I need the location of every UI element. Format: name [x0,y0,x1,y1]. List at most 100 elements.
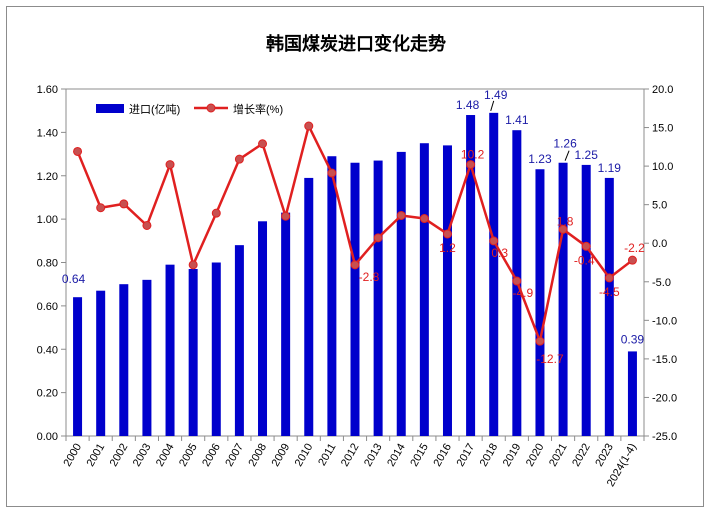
chart-title: 韩国煤炭进口变化走势 [266,34,446,55]
x-tick-label: 2020 [524,442,547,469]
x-tick-label: 2008 [246,442,269,469]
line-value-label: -4.5 [599,285,620,299]
bar [373,160,383,436]
y-right-tick-label: -10.0 [652,315,677,327]
y-right-tick-label: 5.0 [652,200,667,212]
growth-rate-point [535,336,545,346]
legend-line-label: 增长率(%) [233,102,283,116]
bar-value-label: 1.49 [484,88,508,102]
line-value-label: -2.2 [624,241,645,255]
growth-rate-point [350,260,360,270]
bar [466,115,476,437]
growth-rate-point [119,199,129,209]
y-left-tick-label: 1.60 [37,84,58,96]
bar [627,351,637,436]
growth-rate-point [188,260,198,270]
growth-rate-point [627,255,637,265]
bar [281,212,291,436]
line-value-label: -4.9 [512,286,533,300]
bar-value-label: 0.64 [62,272,86,286]
line-value-label: -0.4 [574,253,595,267]
growth-rate-point [73,146,83,156]
x-tick-label: 2014 [385,442,408,469]
growth-rate-point [211,208,221,218]
label-leader-line [490,100,495,111]
y-left-tick-label: 1.40 [37,127,58,139]
growth-rate-point [142,220,152,230]
bar [350,162,360,437]
line-value-label: 0.3 [491,246,508,260]
bar [327,156,337,436]
label-leader-line [564,150,570,161]
y-left-tick-label: 0.00 [37,431,58,443]
x-tick-label: 2022 [570,442,593,469]
bar-value-label: 1.48 [456,98,480,112]
bar [119,284,129,436]
y-right-tick-label: -5.0 [652,277,671,289]
x-tick-label: 2015 [408,442,431,469]
y-right-tick-label: -15.0 [652,354,677,366]
y-left-tick-label: 0.40 [37,344,58,356]
growth-rate-point [327,168,337,178]
legend-bar-label: 进口(亿吨) [129,103,180,116]
bar [188,269,198,436]
bar-value-label: 1.25 [575,148,599,162]
growth-rate-point [304,121,314,131]
x-tick-label: 2010 [293,442,316,469]
bar [234,245,244,436]
bar [419,143,429,436]
bar [73,297,83,436]
legend: 进口(亿吨) 增长率(%) [96,102,283,116]
growth-rate-point [373,233,383,243]
x-tick-label: 2011 [316,442,338,468]
bar-value-label: 0.39 [621,332,645,346]
bar [604,177,614,436]
bar [558,162,568,437]
y-right-tick-label: -25.0 [652,431,677,443]
growth-rate-point [512,276,522,286]
bar-value-label: 1.23 [528,152,552,166]
legend-bar-swatch [96,104,124,113]
y-left-tick-label: 1.00 [37,214,58,226]
growth-rate-point [396,210,406,220]
x-tick-label: 2023 [593,442,616,469]
bar [396,151,406,437]
x-tick-label: 2018 [478,441,501,468]
x-tick-label: 2021 [547,442,570,469]
growth-rate-point [258,139,268,149]
bar [442,145,452,436]
x-tick-label: 2017 [455,442,478,469]
line-value-label: 1.2 [439,241,456,255]
y-right-tick-label: 15.0 [652,123,673,135]
growth-rate-point [581,241,591,251]
bars-layer [73,112,637,437]
y-right-tick-label: 10.0 [652,161,673,173]
x-tick-label: 2013 [362,442,385,469]
bar [142,279,152,436]
bar-value-label: 1.26 [553,137,577,151]
x-tick-label: 2002 [108,442,131,469]
growth-rate-point [489,236,499,246]
legend-line-marker [206,103,216,113]
line-value-label: -12.7 [536,352,564,366]
bar [165,264,175,436]
x-tick-label: 2001 [85,442,108,469]
x-tick-label: 2016 [431,442,454,469]
bar [304,177,314,436]
x-tick-label: 2003 [131,442,154,469]
x-tick-label: 2005 [177,442,200,469]
y-left-tick-label: 0.20 [37,388,58,400]
line-value-label: 1.8 [557,214,574,228]
line-value-label: 10.2 [461,148,485,162]
bar-value-label: 1.19 [598,161,622,175]
line-value-label: -2.8 [359,270,380,284]
growth-rate-point [466,160,476,170]
x-tick-label: 2007 [223,442,246,469]
y-left-tick-label: 1.20 [37,171,58,183]
bar [211,262,221,436]
growth-rate-point [419,214,429,224]
growth-rate-point [234,154,244,164]
bar [581,164,591,436]
bar [96,290,106,436]
